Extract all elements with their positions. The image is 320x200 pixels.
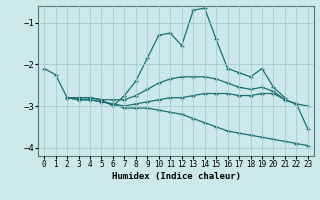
X-axis label: Humidex (Indice chaleur): Humidex (Indice chaleur) (111, 172, 241, 181)
